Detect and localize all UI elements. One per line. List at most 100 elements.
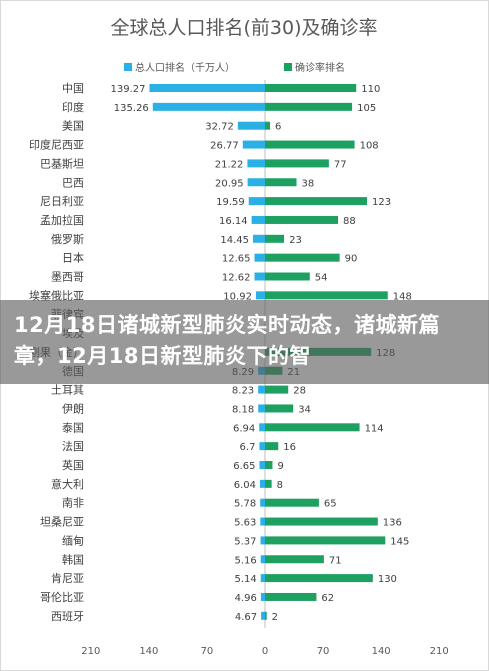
population-bar (254, 272, 265, 281)
rank-value-label: 90 (345, 254, 358, 265)
x-tick-label: 140 (372, 646, 391, 657)
population-bar (260, 517, 265, 526)
rank-value-label: 2 (272, 612, 278, 623)
legend-label-rank: 确诊率排名 (295, 61, 345, 74)
legend-swatch-rank (284, 63, 292, 71)
rank-bar (265, 442, 279, 451)
category-label: 印度 (62, 100, 84, 114)
rank-value-label: 114 (365, 423, 384, 434)
category-label: 南非 (62, 497, 84, 510)
x-tick-label: 210 (81, 646, 100, 657)
rank-value-label: 16 (283, 442, 296, 453)
population-value-label: 6.65 (233, 461, 255, 472)
population-bar (259, 442, 265, 451)
population-bar (260, 555, 265, 564)
rank-bar (265, 121, 270, 130)
category-label: 哥伦比亚 (40, 590, 84, 604)
category-label: 巴基斯坦 (40, 156, 84, 170)
rank-value-label: 54 (315, 273, 328, 284)
rank-bar (265, 159, 329, 168)
chart-title: 全球总人口排名(前30)及确诊率 (110, 17, 377, 39)
population-value-label: 139.27 (110, 84, 145, 95)
population-value-label: 6.94 (233, 423, 255, 434)
category-label: 缅甸 (62, 533, 84, 547)
rank-value-label: 110 (361, 84, 380, 95)
rank-bar (265, 498, 319, 507)
population-bar (152, 102, 265, 111)
rank-bar (265, 555, 324, 564)
x-tick-label: 70 (201, 646, 214, 657)
category-label: 泰国 (62, 420, 84, 434)
population-value-label: 16.14 (219, 216, 248, 227)
rank-bar (265, 84, 357, 92)
rank-value-label: 28 (293, 386, 306, 397)
rank-bar (265, 404, 294, 413)
rank-value-label: 71 (329, 555, 342, 566)
population-value-label: 8.18 (232, 404, 254, 415)
population-bar (261, 611, 265, 620)
banner-headline[interactable]: 12月18日诸城新型肺炎实时动态，诸城新篇章，12月18日新型肺炎下的智 (14, 313, 440, 368)
category-label: 意大利 (51, 477, 84, 491)
rank-bar (265, 574, 373, 583)
category-label: 西班牙 (51, 610, 84, 623)
population-value-label: 4.96 (235, 593, 257, 604)
rank-bar (265, 272, 310, 281)
rank-value-label: 123 (372, 197, 391, 208)
category-label: 肯尼亚 (51, 572, 84, 585)
rank-value-label: 105 (357, 103, 376, 114)
x-tick-label: 70 (317, 646, 330, 657)
rank-value-label: 8 (277, 480, 283, 491)
category-label: 墨西哥 (51, 271, 84, 284)
x-tick-label: 210 (430, 646, 449, 657)
category-label: 伊朗 (62, 402, 84, 415)
rank-value-label: 77 (334, 159, 347, 170)
category-label: 印度尼西亚 (29, 138, 84, 152)
category-label: 孟加拉国 (40, 213, 84, 227)
population-value-label: 5.63 (234, 518, 256, 529)
rank-value-label: 136 (383, 518, 402, 529)
rank-value-label: 38 (302, 178, 315, 189)
category-label: 美国 (62, 120, 84, 133)
population-bar (258, 385, 265, 394)
rank-bar (265, 611, 267, 620)
rank-value-label: 23 (289, 235, 302, 246)
population-value-label: 5.16 (234, 555, 256, 566)
population-bar (248, 197, 265, 206)
population-value-label: 8.23 (232, 386, 254, 397)
category-label: 尼日利亚 (40, 195, 84, 208)
population-bar (149, 84, 265, 92)
population-bar (253, 234, 265, 243)
rank-bar (265, 102, 353, 111)
population-bar (260, 498, 265, 507)
rank-bar (265, 253, 340, 262)
rank-bar (265, 423, 360, 432)
rank-value-label: 145 (390, 536, 409, 547)
x-axis: 210 140 70 0 70 140 210 (81, 646, 448, 657)
population-bar (237, 121, 265, 130)
legend: 总人口排名（千万人） 确诊率排名 (124, 61, 345, 74)
rank-bar (265, 385, 289, 394)
population-value-label: 5.78 (234, 499, 256, 510)
category-label: 土耳其 (51, 384, 84, 397)
rank-bar (265, 536, 386, 545)
category-label: 法国 (62, 439, 84, 453)
rank-bar (265, 234, 285, 243)
population-value-label: 5.37 (234, 536, 256, 547)
population-value-label: 6.04 (234, 480, 256, 491)
category-label: 英国 (62, 458, 84, 472)
legend-label-population: 总人口排名（千万人） (135, 61, 235, 74)
rank-bar (265, 291, 388, 300)
population-bar (247, 178, 265, 187)
rank-bar (265, 197, 368, 206)
rank-bar (265, 178, 297, 187)
rank-bar (265, 140, 355, 149)
population-value-label: 5.14 (234, 574, 256, 585)
category-label: 坦桑尼亚 (40, 515, 84, 529)
rank-value-label: 148 (393, 291, 412, 302)
population-bar (259, 461, 265, 469)
population-bar (258, 404, 265, 413)
rank-value-label: 34 (298, 404, 311, 415)
rank-bar (265, 517, 378, 526)
